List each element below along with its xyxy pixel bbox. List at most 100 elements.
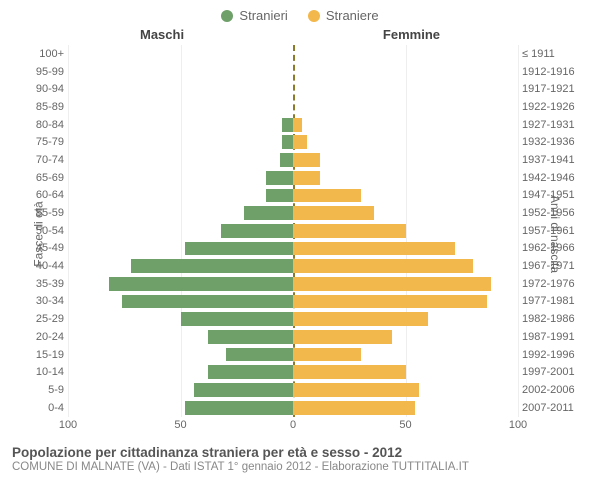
female-half [293,133,518,151]
birth-label: 1912-1916 [522,66,584,78]
age-label: 70-74 [22,154,64,166]
legend-label-male: Stranieri [239,8,287,23]
header-female: Femmine [383,27,440,42]
female-half [293,98,518,116]
male-half [68,204,293,222]
birth-label: 1942-1946 [522,172,584,184]
x-tick: 0 [290,419,296,431]
pyramid-row: 15-191992-1996 [68,346,518,364]
bar-female [293,277,491,291]
pyramid-row: 65-691942-1946 [68,169,518,187]
bar-female [293,153,320,167]
birth-label: 1927-1931 [522,119,584,131]
bar-female [293,330,392,344]
male-half [68,98,293,116]
pyramid-row: 5-92002-2006 [68,381,518,399]
age-label: 45-49 [22,242,64,254]
age-label: 10-14 [22,366,64,378]
pyramid-row: 50-541957-1961 [68,222,518,240]
bar-male [185,401,293,415]
age-label: 100+ [22,48,64,60]
x-tick: 100 [509,419,527,431]
age-label: 95-99 [22,66,64,78]
bar-male [122,295,293,309]
legend-item-male: Stranieri [221,8,287,23]
pyramid-row: 40-441967-1971 [68,257,518,275]
male-half [68,63,293,81]
legend: Stranieri Straniere [0,0,600,27]
bar-male [131,259,293,273]
female-half [293,275,518,293]
birth-label: 2002-2006 [522,384,584,396]
birth-label: 1992-1996 [522,349,584,361]
birth-label: 1947-1951 [522,189,584,201]
bar-female [293,118,302,132]
bar-female [293,206,374,220]
bar-female [293,312,428,326]
female-half [293,63,518,81]
bar-male [181,312,294,326]
plot-area: 100+≤ 191195-991912-191690-941917-192185… [68,45,518,417]
age-label: 50-54 [22,225,64,237]
pyramid-row: 20-241987-1991 [68,328,518,346]
age-label: 55-59 [22,207,64,219]
birth-label: 1922-1926 [522,101,584,113]
pyramid-row: 10-141997-2001 [68,363,518,381]
pyramid-row: 100+≤ 1911 [68,45,518,63]
age-label: 5-9 [22,384,64,396]
male-half [68,399,293,417]
age-label: 75-79 [22,136,64,148]
male-half [68,222,293,240]
female-half [293,346,518,364]
birth-label: 1952-1956 [522,207,584,219]
birth-label: ≤ 1911 [522,48,584,60]
female-half [293,151,518,169]
header-male: Maschi [140,27,184,42]
male-half [68,363,293,381]
female-half [293,45,518,63]
birth-label: 1967-1971 [522,260,584,272]
x-axis: 10050050100 [68,419,518,435]
bar-male [208,365,294,379]
female-half [293,80,518,98]
age-label: 25-29 [22,313,64,325]
male-half [68,328,293,346]
female-half [293,222,518,240]
birth-label: 1972-1976 [522,278,584,290]
chart-subtitle: COMUNE DI MALNATE (VA) - Dati ISTAT 1° g… [12,461,588,473]
bar-male [280,153,294,167]
bar-female [293,401,415,415]
female-half [293,310,518,328]
birth-label: 1982-1986 [522,313,584,325]
chart-title: Popolazione per cittadinanza straniera p… [12,445,588,460]
male-half [68,257,293,275]
female-half [293,293,518,311]
pyramid-row: 75-791932-1936 [68,133,518,151]
female-half [293,381,518,399]
birth-label: 1962-1966 [522,242,584,254]
bar-male [109,277,294,291]
bar-male [266,171,293,185]
age-label: 85-89 [22,101,64,113]
birth-label: 2007-2011 [522,402,584,414]
female-half [293,399,518,417]
age-label: 35-39 [22,278,64,290]
bar-male [282,118,293,132]
female-half [293,257,518,275]
age-label: 60-64 [22,189,64,201]
pyramid-row: 45-491962-1966 [68,240,518,258]
bar-female [293,259,473,273]
bar-female [293,189,361,203]
pyramid-row: 85-891922-1926 [68,98,518,116]
age-label: 0-4 [22,402,64,414]
bar-female [293,348,361,362]
male-half [68,240,293,258]
female-half [293,169,518,187]
male-half [68,45,293,63]
bar-female [293,242,455,256]
bar-male [244,206,294,220]
male-half [68,169,293,187]
x-tick: 100 [59,419,77,431]
birth-label: 1977-1981 [522,295,584,307]
grid-line [518,45,519,417]
